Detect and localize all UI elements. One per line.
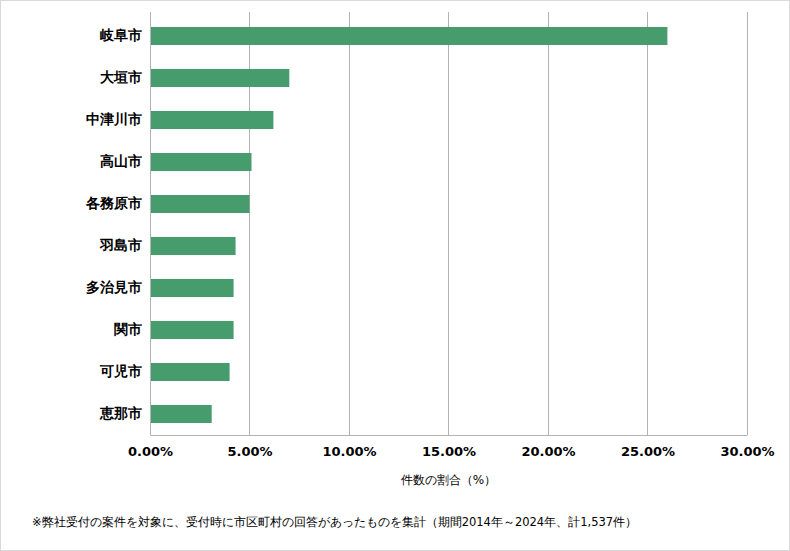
grid-line	[747, 12, 748, 435]
y-tick-label: 岐阜市	[100, 27, 142, 43]
x-tick: 30.00%	[720, 435, 774, 459]
y-tick-label: 中津川市	[86, 111, 142, 127]
x-tick-label: 5.00%	[227, 444, 272, 459]
y-tick: 中津川市	[86, 111, 150, 127]
x-tick-label: 30.00%	[720, 444, 774, 459]
y-axis: 岐阜市大垣市中津川市高山市各務原市羽島市多治見市関市可児市恵那市	[85, 16, 151, 436]
grid	[150, 12, 747, 435]
x-tick: 20.00%	[521, 435, 575, 459]
chart-border	[1, 1, 790, 551]
bar	[150, 69, 289, 87]
bar	[150, 321, 234, 339]
y-tick-label: 羽島市	[99, 237, 142, 253]
y-tick: 高山市	[100, 153, 150, 169]
x-tick-label: 20.00%	[521, 444, 575, 459]
bar	[150, 195, 250, 213]
footnote: ※弊社受付の案件を対象に、受付時に市区町村の回答があったものを集計（期間2014…	[32, 515, 637, 529]
y-tick-label: 関市	[114, 321, 142, 337]
y-tick-label: 高山市	[100, 153, 142, 169]
y-tick: 大垣市	[100, 69, 150, 85]
y-tick-label: 多治見市	[86, 279, 142, 295]
grid-line	[150, 12, 151, 435]
x-axis: 0.00% 5.00% 10.00% 15.00% 20.00% 25.00% 30.00%	[128, 435, 775, 459]
bar	[150, 279, 234, 297]
grid-line	[647, 12, 648, 435]
bar	[150, 153, 251, 171]
x-tick-label: 10.00%	[322, 444, 376, 459]
x-tick-label: 25.00%	[621, 444, 675, 459]
y-tick-label: 可児市	[99, 363, 142, 379]
y-tick: 恵那市	[99, 405, 150, 421]
bars	[150, 27, 667, 423]
y-tick: 可児市	[99, 363, 150, 379]
bar	[150, 237, 236, 255]
x-tick: 10.00%	[322, 435, 376, 459]
grid-line	[349, 12, 350, 435]
x-tick: 0.00%	[128, 435, 173, 459]
grid-line	[548, 12, 549, 435]
y-tick-label: 各務原市	[85, 195, 142, 211]
y-tick: 関市	[114, 321, 150, 337]
y-axis-line	[150, 16, 151, 436]
x-tick: 15.00%	[422, 435, 476, 459]
chart: 0.00% 5.00% 10.00% 15.00% 20.00% 25.00% 30.00%…	[0, 0, 790, 551]
grid-line	[448, 12, 449, 435]
x-tick: 25.00%	[621, 435, 675, 459]
x-axis-line	[151, 435, 748, 436]
y-tick: 多治見市	[86, 279, 150, 295]
x-tick-label: 0.00%	[128, 444, 173, 459]
bar	[150, 111, 273, 129]
y-tick: 各務原市	[85, 195, 150, 211]
bar	[150, 363, 230, 381]
y-tick-label: 大垣市	[100, 69, 142, 85]
x-tick: 5.00%	[227, 435, 272, 459]
y-tick: 岐阜市	[100, 27, 150, 43]
bar	[150, 27, 667, 45]
y-tick-label: 恵那市	[99, 405, 142, 421]
x-tick-label: 15.00%	[422, 444, 476, 459]
x-axis-title: 件数の割合（%）	[401, 473, 496, 487]
y-tick: 羽島市	[99, 237, 150, 253]
bar	[150, 405, 212, 423]
